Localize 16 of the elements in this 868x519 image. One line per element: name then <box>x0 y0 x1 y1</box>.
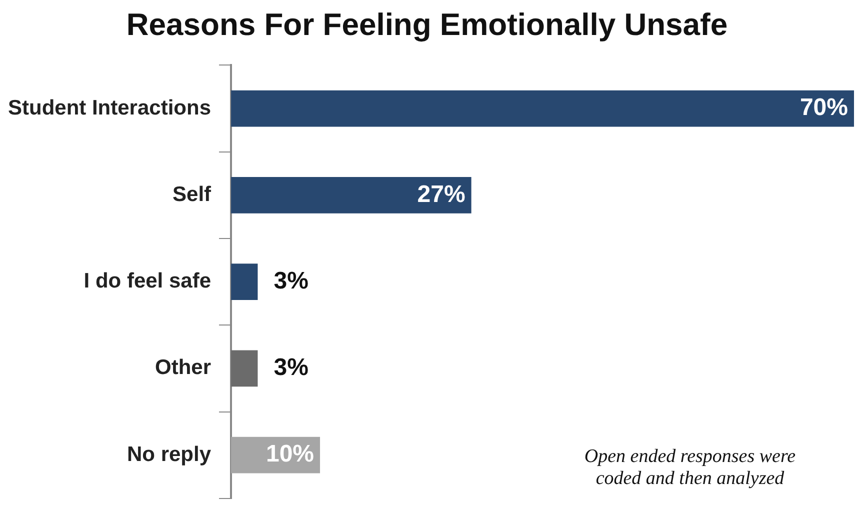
data-label: 70% <box>800 94 848 122</box>
y-tick-label: Other <box>155 356 212 380</box>
data-label: 27% <box>417 180 466 208</box>
bar <box>231 350 258 387</box>
data-label: 10% <box>266 440 314 468</box>
bar <box>231 90 854 127</box>
annotation: Open ended responses were coded and then analyzed <box>583 446 797 490</box>
y-tick-label: No reply <box>126 442 212 466</box>
data-label: 3% <box>274 354 308 382</box>
y-tick-label: Student Interactions <box>8 96 212 120</box>
data-label: 3% <box>274 267 308 294</box>
y-tick-label: I do feel safe <box>84 270 212 293</box>
y-tick-label: Self <box>172 182 212 206</box>
bar <box>231 264 258 300</box>
bar <box>231 176 472 214</box>
chart-title: Reasons For Feeling Emotionally Unsafe <box>126 7 728 42</box>
